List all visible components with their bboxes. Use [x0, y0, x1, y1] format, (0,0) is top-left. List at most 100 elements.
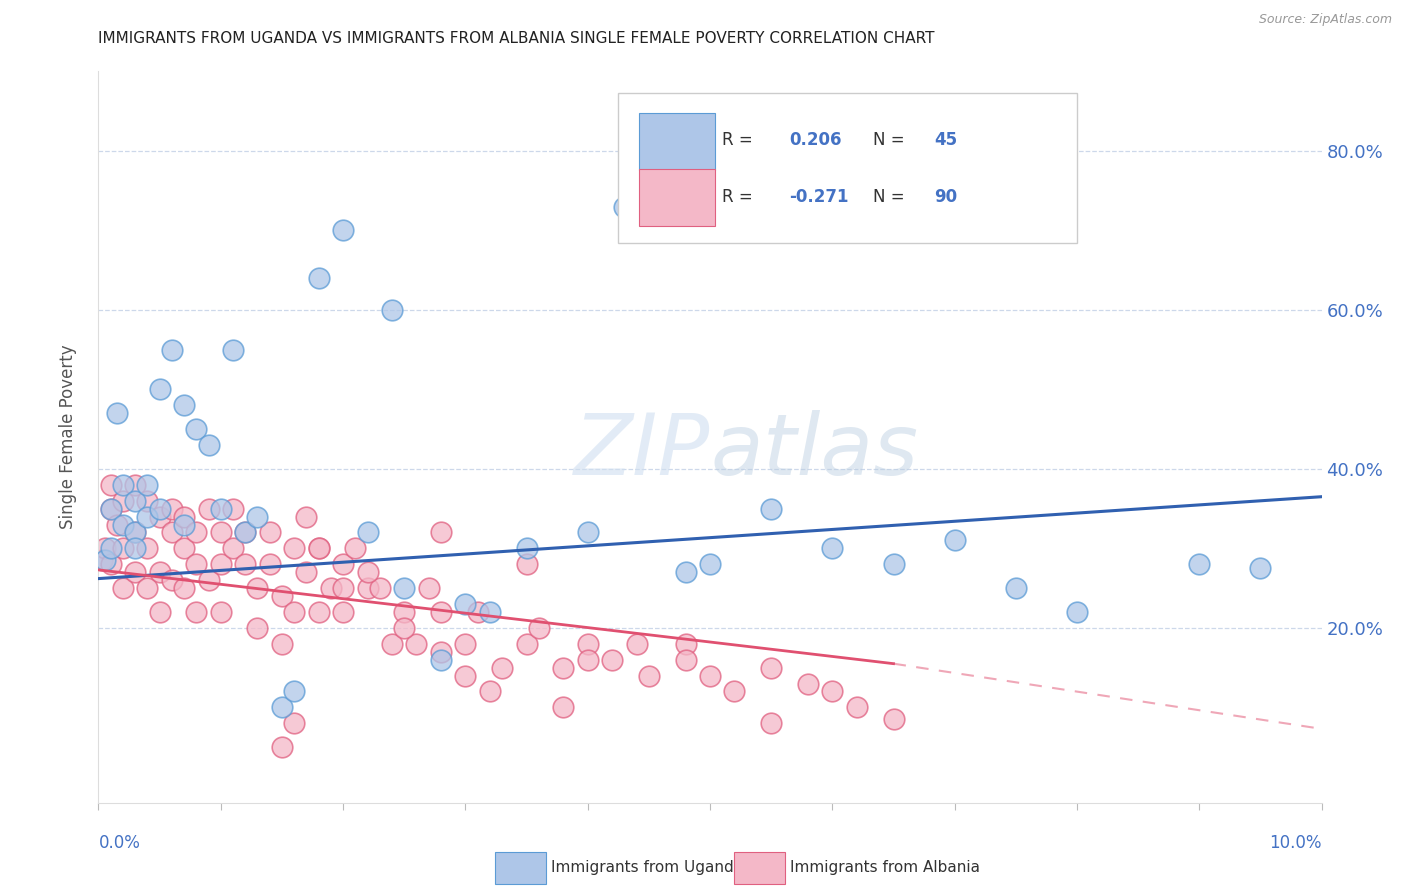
- Point: [356, 581, 378, 595]
- Point: [308, 271, 330, 285]
- Point: [149, 566, 172, 580]
- Point: [430, 525, 453, 540]
- Point: [233, 525, 256, 540]
- Point: [209, 558, 232, 572]
- Point: [368, 581, 391, 595]
- Text: Immigrants from Uganda: Immigrants from Uganda: [551, 861, 744, 875]
- Point: [173, 509, 195, 524]
- Point: [173, 541, 195, 556]
- Text: 10.0%: 10.0%: [1270, 834, 1322, 852]
- Point: [222, 501, 245, 516]
- Point: [100, 541, 122, 556]
- Point: [186, 525, 208, 540]
- Point: [160, 343, 183, 357]
- Text: -0.271: -0.271: [790, 188, 849, 206]
- Point: [105, 406, 128, 420]
- Point: [149, 605, 172, 619]
- Point: [675, 566, 697, 580]
- Point: [759, 660, 782, 674]
- Point: [197, 438, 219, 452]
- Point: [209, 525, 232, 540]
- Point: [759, 716, 782, 731]
- Point: [405, 637, 427, 651]
- Point: [259, 558, 281, 572]
- Point: [392, 621, 416, 635]
- Point: [356, 566, 378, 580]
- Point: [381, 302, 404, 317]
- Y-axis label: Single Female Poverty: Single Female Poverty: [59, 345, 77, 529]
- Point: [233, 558, 256, 572]
- Point: [845, 700, 868, 714]
- Point: [516, 637, 538, 651]
- Point: [111, 517, 134, 532]
- Point: [418, 581, 440, 595]
- Point: [576, 637, 599, 651]
- Point: [246, 581, 269, 595]
- Point: [259, 525, 281, 540]
- Point: [124, 493, 146, 508]
- Text: Immigrants from Albania: Immigrants from Albania: [790, 861, 980, 875]
- Point: [516, 541, 538, 556]
- Point: [430, 605, 453, 619]
- Point: [136, 541, 159, 556]
- Point: [381, 637, 404, 651]
- Text: 90: 90: [934, 188, 957, 206]
- Point: [430, 653, 453, 667]
- Point: [197, 501, 219, 516]
- Point: [613, 200, 636, 214]
- Point: [124, 566, 146, 580]
- Point: [675, 637, 697, 651]
- Point: [100, 501, 122, 516]
- Point: [332, 581, 354, 595]
- Point: [283, 605, 305, 619]
- Point: [332, 558, 354, 572]
- Point: [124, 541, 146, 556]
- Point: [797, 676, 820, 690]
- Point: [149, 383, 172, 397]
- Point: [332, 223, 354, 237]
- Point: [723, 684, 745, 698]
- Point: [759, 501, 782, 516]
- Point: [1249, 561, 1271, 575]
- Point: [136, 509, 159, 524]
- Point: [392, 581, 416, 595]
- Point: [160, 573, 183, 587]
- Point: [576, 525, 599, 540]
- Point: [553, 700, 575, 714]
- FancyBboxPatch shape: [640, 169, 714, 227]
- Point: [308, 605, 330, 619]
- Point: [91, 553, 114, 567]
- Point: [600, 653, 623, 667]
- Point: [454, 637, 477, 651]
- Point: [283, 541, 305, 556]
- Point: [124, 525, 146, 540]
- Point: [283, 684, 305, 698]
- Point: [295, 566, 318, 580]
- Text: R =: R =: [723, 188, 758, 206]
- Point: [246, 509, 269, 524]
- Point: [821, 541, 844, 556]
- Point: [478, 605, 501, 619]
- Point: [186, 422, 208, 436]
- Text: R =: R =: [723, 131, 758, 149]
- Point: [1188, 558, 1211, 572]
- Point: [491, 660, 513, 674]
- Text: 0.0%: 0.0%: [98, 834, 141, 852]
- Text: Source: ZipAtlas.com: Source: ZipAtlas.com: [1258, 13, 1392, 27]
- Text: ZIP: ZIP: [574, 410, 710, 493]
- Point: [675, 653, 697, 667]
- Point: [270, 589, 292, 603]
- Point: [637, 668, 661, 682]
- Point: [100, 558, 122, 572]
- Point: [105, 517, 128, 532]
- Point: [308, 541, 330, 556]
- Point: [332, 605, 354, 619]
- Point: [173, 398, 195, 412]
- Point: [454, 668, 477, 682]
- FancyBboxPatch shape: [640, 113, 714, 170]
- Point: [100, 501, 122, 516]
- Point: [467, 605, 489, 619]
- Point: [100, 477, 122, 491]
- Point: [246, 621, 269, 635]
- Point: [699, 558, 721, 572]
